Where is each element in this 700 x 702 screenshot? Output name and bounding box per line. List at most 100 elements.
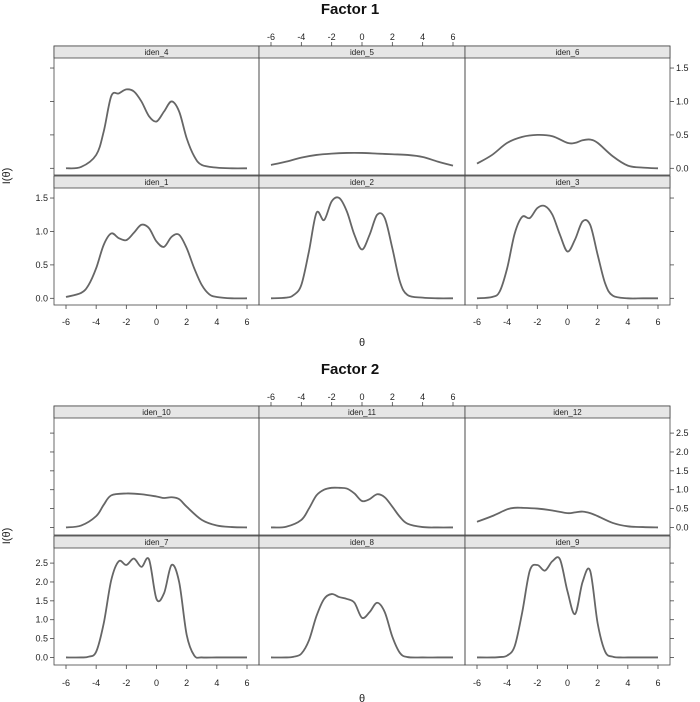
panel-iden_5: iden_5 -6 -4 -2 0 2 4 6 (258, 32, 466, 176)
y-axis-label: I(θ) (1, 168, 13, 185)
panel-strip-label: iden_12 (553, 408, 582, 417)
y-tick-label: 2.0 (676, 447, 689, 457)
panel-frame (464, 175, 671, 306)
x-tick-label: 0 (154, 678, 159, 688)
x-tick-label: 0 (154, 317, 159, 327)
x-tick-label: -2 (533, 678, 541, 688)
y-tick-label: 1.5 (35, 193, 48, 203)
x-tick-label: -2 (533, 317, 541, 327)
x-tick-label: -2 (328, 392, 336, 402)
series-line-iden_9 (476, 556, 658, 659)
y-tick-label: 1.5 (676, 466, 689, 476)
x-tick-label: 2 (390, 32, 395, 42)
panel-frame (258, 175, 466, 306)
panel-iden_4: iden_4 (50, 45, 260, 176)
x-tick-label: 4 (625, 678, 630, 688)
x-tick-label: 0 (359, 392, 364, 402)
y-tick-label: 0.0 (35, 652, 48, 662)
y-axis-label: I(θ) (1, 528, 13, 545)
panel-frame (53, 45, 260, 176)
x-axis-label: θ (359, 693, 365, 702)
panel-frame (258, 535, 466, 666)
x-tick-label: 4 (214, 678, 219, 688)
panel-iden_12: iden_12 0.0 0.5 1.0 1.5 2.0 2.5 (464, 405, 689, 536)
y-tick-label: 0.5 (676, 504, 689, 514)
y-tick-label: 2.5 (676, 428, 689, 438)
panel-frame (464, 535, 671, 666)
x-tick-label: 6 (244, 317, 249, 327)
x-tick-label: 6 (244, 678, 249, 688)
panel-iden_2: iden_2 (258, 175, 466, 306)
series-line-iden_6 (476, 133, 659, 170)
y-tick-label: 0.0 (676, 163, 689, 173)
panel-strip (464, 405, 671, 419)
panel-iden_11: iden_11 -6 -4 -2 0 2 4 6 (258, 392, 466, 536)
x-tick-label: -2 (122, 678, 130, 688)
series-line-iden_5 (270, 151, 454, 167)
y-tick-label: 0.5 (676, 130, 689, 140)
x-tick-label: -4 (297, 392, 305, 402)
panel-strip-label: iden_6 (555, 48, 580, 57)
series-line-iden_8 (270, 593, 453, 659)
series-line-iden_2 (270, 196, 454, 300)
x-tick-label: 4 (214, 317, 219, 327)
y-tick-label: 1.0 (35, 615, 48, 625)
x-tick-label: -2 (328, 32, 336, 42)
series-line-iden_10 (65, 492, 248, 529)
panel-iden_3: iden_3 -6 -4 -2 0 2 4 6 (464, 175, 674, 327)
series-line-iden_1 (65, 223, 248, 300)
x-tick-label: 6 (655, 317, 660, 327)
panel-strip-label: iden_5 (350, 48, 375, 57)
series-line-iden_4 (65, 88, 248, 170)
x-tick-label: -6 (473, 678, 481, 688)
y-tick-label: 0.0 (35, 293, 48, 303)
x-tick-label: -6 (473, 317, 481, 327)
y-tick-label: 0.0 (676, 522, 689, 532)
x-tick-label: 6 (450, 392, 455, 402)
panel-strip-label: iden_7 (144, 538, 169, 547)
x-tick-label: 0 (565, 317, 570, 327)
panel-frame (258, 45, 466, 176)
panel-iden_6: iden_6 0.0 0.5 1.0 1.5 (464, 45, 689, 176)
panel-iden_7: iden_7 -6 -4 -2 0 2 4 6 0.0 0.5 1.0 1.5 2.0 2.5 (35, 535, 260, 688)
x-tick-label: -2 (122, 317, 130, 327)
x-tick-label: 4 (420, 32, 425, 42)
y-tick-label: 1.0 (676, 96, 689, 106)
chart-title: Factor 2 (321, 361, 379, 378)
x-tick-label: -6 (62, 678, 70, 688)
y-tick-label: 1.5 (676, 63, 689, 73)
x-tick-label: 4 (420, 392, 425, 402)
series-line-iden_7 (65, 557, 247, 659)
y-tick-label: 2.0 (35, 577, 48, 587)
panel-strip-label: iden_1 (144, 178, 169, 187)
x-tick-label: -4 (503, 317, 511, 327)
y-tick-label: 1.0 (35, 226, 48, 236)
x-axis-label: θ (359, 337, 365, 349)
x-tick-label: -6 (62, 317, 70, 327)
x-tick-label: 2 (390, 392, 395, 402)
x-tick-label: -4 (503, 678, 511, 688)
panel-iden_1: iden_1 -6 -4 -2 0 2 4 6 0.0 0.5 1.0 1.5 (35, 175, 260, 327)
panel-strip (464, 175, 671, 189)
panel-strip-label: iden_11 (348, 408, 376, 417)
x-tick-label: 2 (595, 317, 600, 327)
series-line-iden_11 (270, 486, 454, 529)
panel-frame (53, 405, 260, 536)
y-tick-label: 0.5 (35, 260, 48, 270)
panel-strip (464, 535, 671, 549)
x-tick-label: 2 (184, 317, 189, 327)
panel-strip-label: iden_9 (555, 538, 580, 547)
series-line-iden_12 (476, 506, 659, 529)
x-tick-label: -4 (297, 32, 305, 42)
x-tick-label: 0 (359, 32, 364, 42)
x-tick-label: 6 (655, 678, 660, 688)
panel-strip-label: iden_10 (142, 408, 171, 417)
panel-strip-label: iden_3 (555, 178, 580, 187)
panel-strip (464, 45, 671, 59)
panel-strip-label: iden_2 (350, 178, 375, 187)
x-tick-label: 2 (184, 678, 189, 688)
panel-iden_10: iden_10 (50, 405, 260, 536)
x-tick-label: -4 (92, 678, 100, 688)
x-tick-label: -6 (267, 392, 275, 402)
